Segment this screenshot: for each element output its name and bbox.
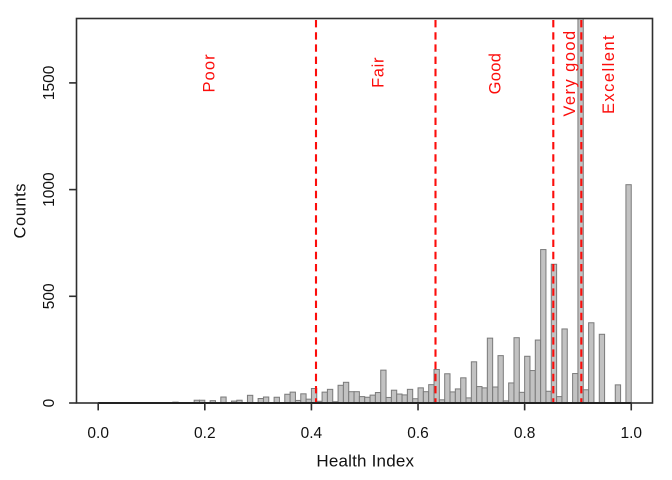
svg-text:Counts: Counts — [12, 183, 30, 239]
svg-text:Very good: Very good — [561, 29, 579, 116]
svg-text:0.2: 0.2 — [194, 425, 216, 442]
svg-text:1.0: 1.0 — [620, 425, 642, 442]
svg-text:0.4: 0.4 — [301, 425, 323, 442]
svg-text:Good: Good — [487, 53, 505, 95]
svg-text:0.8: 0.8 — [514, 425, 536, 442]
svg-text:0.0: 0.0 — [87, 425, 109, 442]
svg-text:Health Index: Health Index — [316, 452, 414, 471]
svg-text:1000: 1000 — [41, 172, 58, 207]
svg-text:0.6: 0.6 — [407, 425, 429, 442]
svg-text:Excellent: Excellent — [600, 34, 618, 114]
svg-text:0: 0 — [41, 398, 58, 407]
svg-text:Fair: Fair — [369, 57, 387, 88]
svg-text:500: 500 — [41, 283, 58, 309]
svg-text:1500: 1500 — [41, 65, 58, 100]
svg-text:Poor: Poor — [200, 53, 218, 92]
